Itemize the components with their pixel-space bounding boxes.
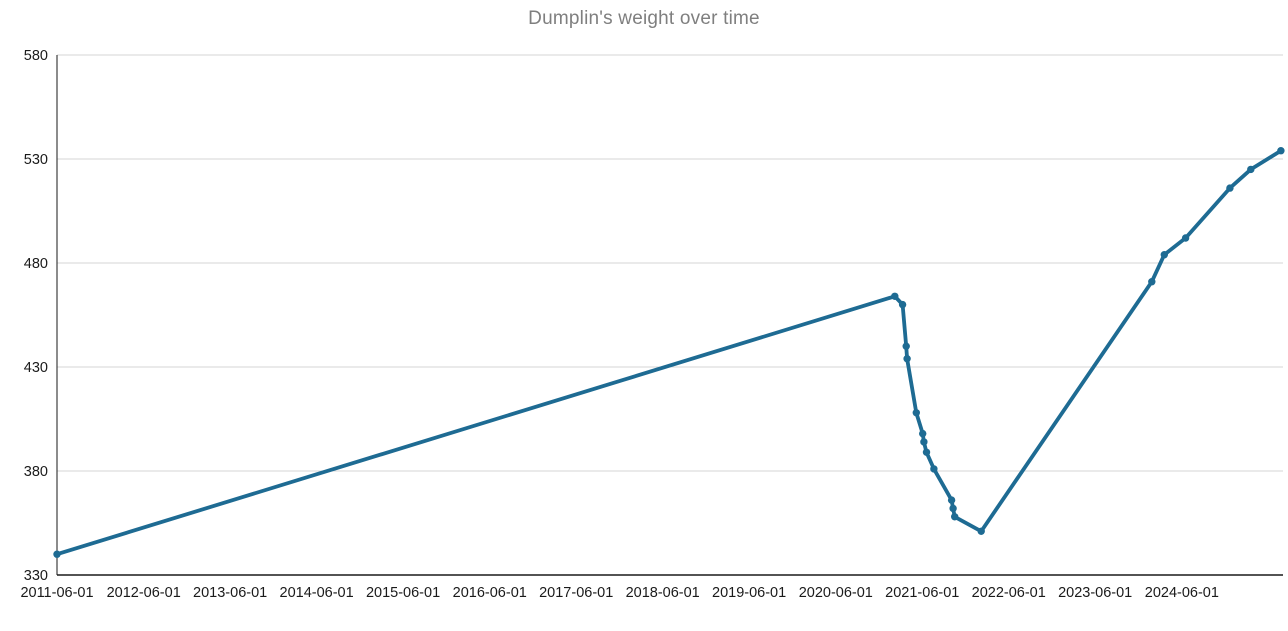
- data-point-marker: [949, 504, 957, 513]
- data-point-marker: [930, 465, 938, 473]
- data-point-marker: [1247, 165, 1255, 174]
- x-tick-label: 2020-06-01: [799, 585, 873, 601]
- data-point-marker: [903, 355, 911, 363]
- data-point-marker: [951, 513, 959, 521]
- x-tick-label: 2022-06-01: [972, 585, 1046, 601]
- x-tick-label: 2018-06-01: [626, 585, 700, 601]
- y-tick-label: 380: [24, 464, 48, 480]
- data-point-marker: [898, 300, 907, 309]
- data-point-marker: [922, 448, 931, 456]
- x-tick-label: 2014-06-01: [280, 585, 354, 601]
- chart-title: Dumplin's weight over time: [528, 8, 760, 29]
- x-tick-label: 2012-06-01: [107, 585, 181, 601]
- y-tick-label: 530: [24, 152, 48, 168]
- weight-series-line: [55, 148, 1283, 557]
- data-point-marker: [1226, 184, 1234, 192]
- y-tick-label: 580: [24, 48, 48, 64]
- data-point-marker: [919, 429, 927, 438]
- x-tick-label: 2013-06-01: [193, 585, 267, 601]
- data-point-marker: [53, 550, 61, 558]
- data-point-marker: [947, 496, 956, 504]
- data-point-marker: [912, 409, 920, 417]
- x-tick-label: 2021-06-01: [885, 585, 959, 601]
- x-tick-label: 2017-06-01: [539, 585, 613, 601]
- x-tick-label: 2024-06-01: [1145, 585, 1219, 601]
- data-point-marker: [1181, 234, 1190, 242]
- y-tick-label: 330: [24, 568, 48, 584]
- data-point-marker: [920, 438, 928, 446]
- data-point-marker: [891, 292, 899, 300]
- data-point-marker: [977, 527, 985, 535]
- x-tick-label: 2016-06-01: [453, 585, 527, 601]
- data-point-marker: [1160, 251, 1169, 259]
- x-tick-label: 2011-06-01: [20, 585, 93, 601]
- data-point-marker: [1148, 278, 1156, 286]
- y-tick-label: 430: [24, 360, 48, 376]
- x-tick-label: 2015-06-01: [366, 585, 440, 601]
- x-tick-label: 2019-06-01: [712, 585, 786, 601]
- y-tick-label: 480: [24, 256, 48, 272]
- data-point-marker: [902, 342, 910, 350]
- data-point-marker: [1277, 147, 1285, 155]
- x-tick-label: 2023-06-01: [1058, 585, 1132, 601]
